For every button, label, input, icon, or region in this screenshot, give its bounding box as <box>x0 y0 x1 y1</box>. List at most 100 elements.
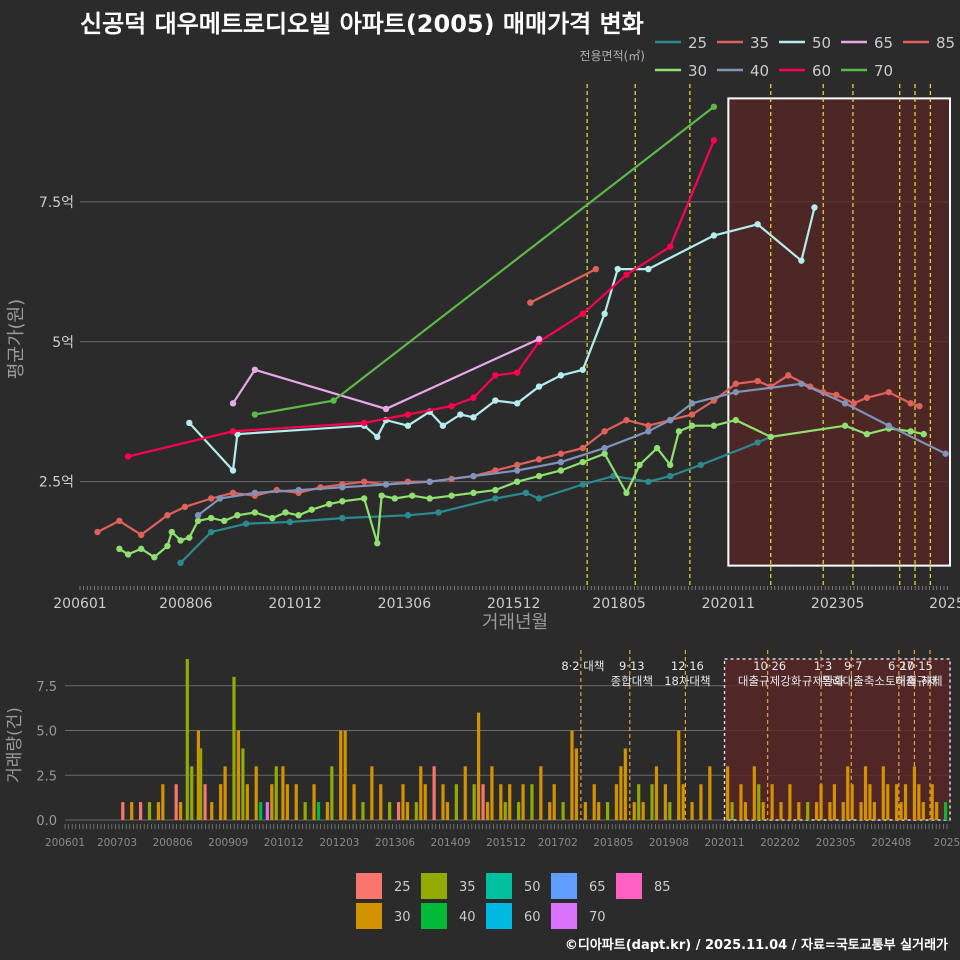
series-point-30 <box>579 458 586 466</box>
volume-bar <box>236 730 241 820</box>
legend-label: 40 <box>750 62 769 80</box>
x-tick-label: 201012 <box>264 837 304 849</box>
series-point-30 <box>426 495 433 502</box>
volume-bar <box>312 784 316 820</box>
series-point-60 <box>710 137 718 144</box>
series-point-35 <box>885 388 892 396</box>
series-point-30 <box>251 509 259 516</box>
series-point-35 <box>833 391 840 399</box>
legend-label: 25 <box>688 34 707 52</box>
legend-label: 40 <box>459 910 476 925</box>
price-legend: 전용면적(㎡) 25 35 50 65 85 30 40 60 70 <box>579 34 955 80</box>
series-point-35 <box>181 503 189 511</box>
volume-bar <box>779 802 783 820</box>
series-point-35b <box>592 265 600 273</box>
volume-bar <box>832 784 836 820</box>
volume-bar <box>210 802 214 820</box>
series-point-35 <box>229 489 237 497</box>
chart-title: 신공덕 대우메트로디오빌 아파트(2005) 매매가격 변화 <box>80 10 644 38</box>
series-point-50 <box>513 400 521 407</box>
series-point-60 <box>229 428 237 435</box>
y-axis-title: 평균가(원) <box>6 299 27 379</box>
volume-bar <box>174 784 178 820</box>
series-point-40 <box>426 478 433 485</box>
x-tick-label: 201306 <box>375 837 415 849</box>
series-point-30 <box>378 492 385 499</box>
volume-bar <box>828 802 832 820</box>
series-point-60 <box>404 411 412 418</box>
series-line-65 <box>232 337 540 411</box>
volume-bar <box>196 730 201 820</box>
series-point-50 <box>439 422 447 429</box>
policy-annotation: 10·15 <box>900 659 933 673</box>
legend-swatch-30 <box>356 903 382 929</box>
legend-label: 35 <box>750 34 769 52</box>
series-point-65 <box>251 366 259 373</box>
y-tick-label: 7.5 <box>36 680 57 695</box>
legend-label: 50 <box>812 34 831 52</box>
volume-bar <box>561 802 565 820</box>
series-point-30 <box>863 430 871 438</box>
volume-bar <box>614 784 619 820</box>
x-tick-label: 200806 <box>153 837 193 849</box>
legend-label: 65 <box>874 34 893 52</box>
series-point-35 <box>360 478 368 485</box>
legend-label: 60 <box>812 62 831 80</box>
series-point-30 <box>164 542 171 550</box>
series-point-30 <box>325 500 333 508</box>
volume-bar <box>485 802 490 820</box>
policy-annotation: 9·7 <box>844 659 862 673</box>
y-tick-label: 2.5억 <box>39 475 74 491</box>
series-point-30 <box>168 528 176 536</box>
volume-bar <box>361 802 365 820</box>
legend-label: 50 <box>524 880 541 895</box>
volume-bar <box>739 784 743 820</box>
volume-bar <box>663 784 667 820</box>
x-tick-label: 201805 <box>592 596 645 612</box>
x-tick-label: 202011 <box>702 596 755 612</box>
volume-bar <box>316 802 321 820</box>
volume-bar <box>819 784 823 820</box>
volume-bar <box>641 802 645 820</box>
legend-swatch-65 <box>551 873 577 899</box>
volume-bar <box>788 784 792 820</box>
volume-bar <box>850 784 854 820</box>
volume-bar <box>265 802 269 820</box>
series-point-35 <box>916 402 923 410</box>
volume-bar <box>490 766 494 820</box>
series-point-30 <box>234 512 241 519</box>
series-point-35 <box>863 394 871 401</box>
series-line-50 <box>188 207 816 474</box>
series-point-35 <box>94 528 101 536</box>
series-point-30 <box>124 551 132 558</box>
volume-bar <box>654 766 659 820</box>
legend-label: 85 <box>936 34 955 52</box>
series-point-25 <box>535 495 543 502</box>
series-point-30 <box>653 444 661 452</box>
series-point-35 <box>207 495 215 502</box>
volume-bar <box>185 658 189 820</box>
x-tick-label: 201012 <box>268 596 321 612</box>
volume-bar <box>726 766 730 820</box>
volume-bar <box>730 802 734 820</box>
volume-bar <box>179 802 183 820</box>
series-point-40 <box>216 495 224 502</box>
series-point-30 <box>374 540 381 547</box>
volume-bar <box>770 784 774 820</box>
volume-bar <box>846 766 850 820</box>
volume-bar <box>943 802 948 820</box>
volume-bar <box>156 802 160 820</box>
series-point-30 <box>186 534 193 541</box>
series-point-60 <box>579 310 586 318</box>
volume-bar <box>379 784 383 820</box>
series-point-25 <box>645 478 652 485</box>
x-tick-label: 200601 <box>45 837 85 849</box>
series-point-70 <box>330 397 337 404</box>
series-point-35 <box>164 512 171 519</box>
volume-bar <box>388 802 392 820</box>
x-tick-label: 202202 <box>760 837 800 849</box>
series-point-25 <box>667 472 674 480</box>
x-tick-label: 200703 <box>97 837 137 849</box>
volume-bar <box>619 766 623 820</box>
series-point-35 <box>732 380 739 387</box>
